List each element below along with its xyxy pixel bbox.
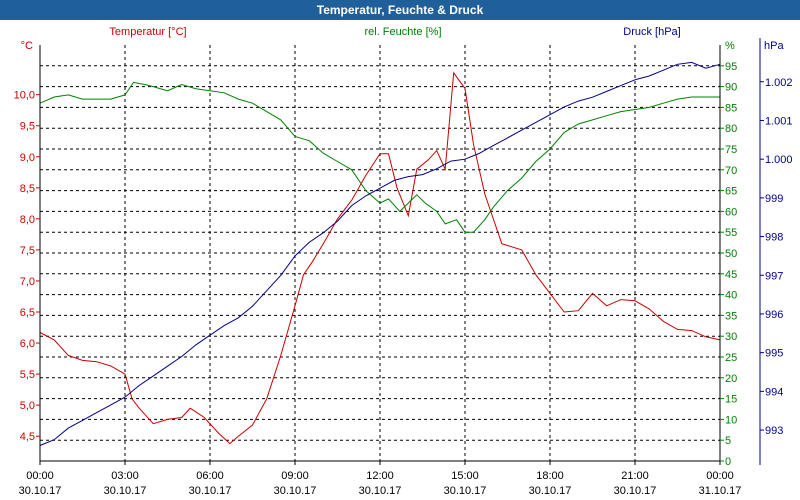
time-tick-label: 12:00 [366,470,394,482]
pressure-axis-panel [752,38,800,465]
time-tick-label: 15:00 [451,470,479,482]
temperature-tick-label: 10,0 [14,90,35,102]
time-tick-label: 21:00 [621,470,649,482]
humidity-tick-label: 95 [725,61,737,73]
pressure-tick-label: 1.000 [765,154,793,166]
humidity-tick-label: 25 [725,352,737,364]
time-tick-label: 06:00 [196,470,224,482]
time-tick-label: 00:00 [26,470,54,482]
humidity-tick-label: 35 [725,310,737,322]
pressure-tick-label: 996 [765,309,783,321]
chart-title: Temperatur, Feuchte & Druck [0,0,800,20]
date-tick-label: 30.10.17 [19,485,62,497]
date-tick-label: 30.10.17 [359,485,402,497]
humidity-tick-label: 50 [725,248,737,260]
axis-layer [36,38,800,465]
pressure-tick-label: 994 [765,386,783,398]
temperature-tick-label: 8,0 [20,214,35,226]
humidity-tick-label: 60 [725,206,737,218]
date-tick-label: 30.10.17 [189,485,232,497]
temperature-tick-label: 7,0 [20,276,35,288]
pressure-tick-label: 997 [765,270,783,282]
series-line-humidity [39,81,720,233]
label-layer: 4,5 5,0 5,5 6,0 6,5 7,0 7,5 8,0 8,5 9,0 9,5 10,0 °C 0… [14,26,793,497]
humidity-tick-label: 20 [725,373,737,385]
humidity-tick-label: 15 [725,394,737,406]
temperature-tick-label: 6,0 [20,338,35,350]
humidity-tick-label: 40 [725,290,737,302]
pressure-tick-label: 999 [765,193,783,205]
humidity-tick-label: 90 [725,82,737,94]
pressure-tick-label: 1.001 [765,115,793,127]
humidity-tick-label: 55 [725,227,737,239]
temperature-tick-label: 5,0 [20,400,35,412]
date-tick-label: 30.10.17 [274,485,317,497]
time-tick-label: 03:00 [111,470,139,482]
humidity-tick-label: 65 [725,186,737,198]
temperature-tick-label: 8,5 [20,183,35,195]
time-tick-label: 09:00 [281,470,309,482]
humidity-tick-label: 10 [725,414,737,426]
temperature-tick-label: 7,5 [20,245,35,257]
temperature-tick-label: 6,5 [20,307,35,319]
humidity-unit-label: % [725,40,735,52]
series-line-pressure [39,61,721,446]
series-line-temperature [39,71,721,445]
temperature-unit-label: °C [21,40,33,52]
time-tick-label: 00:00 [706,470,734,482]
date-tick-label: 31.10.17 [699,485,742,497]
humidity-tick-label: 85 [725,102,737,114]
humidity-tick-label: 80 [725,123,737,135]
temperature-tick-label: 5,5 [20,369,35,381]
humidity-tick-label: 70 [725,165,737,177]
date-tick-label: 30.10.17 [529,485,572,497]
temperature-axis-title: Temperatur [°C] [109,26,186,38]
pressure-axis-title: Druck [hPa] [623,26,680,38]
pressure-tick-label: 1.002 [765,77,793,89]
humidity-tick-label: 30 [725,331,737,343]
pressure-tick-label: 998 [765,232,783,244]
series-layer [39,61,721,446]
date-tick-label: 30.10.17 [104,485,147,497]
temperature-tick-label: 4,5 [20,431,35,443]
humidity-tick-label: 75 [725,144,737,156]
pressure-unit-label: hPa [764,40,784,52]
date-tick-label: 30.10.17 [614,485,657,497]
pressure-tick-label: 993 [765,425,783,437]
humidity-tick-label: 45 [725,269,737,281]
humidity-tick-label: 5 [725,435,731,447]
grid-layer [40,45,720,461]
temperature-tick-label: 9,0 [20,152,35,164]
temperature-tick-label: 9,5 [20,121,35,133]
time-tick-label: 18:00 [536,470,564,482]
date-tick-label: 30.10.17 [444,485,487,497]
humidity-tick-label: 0 [725,456,731,468]
pressure-tick-label: 995 [765,348,783,360]
humidity-axis-title: rel. Feuchte [%] [364,26,441,38]
